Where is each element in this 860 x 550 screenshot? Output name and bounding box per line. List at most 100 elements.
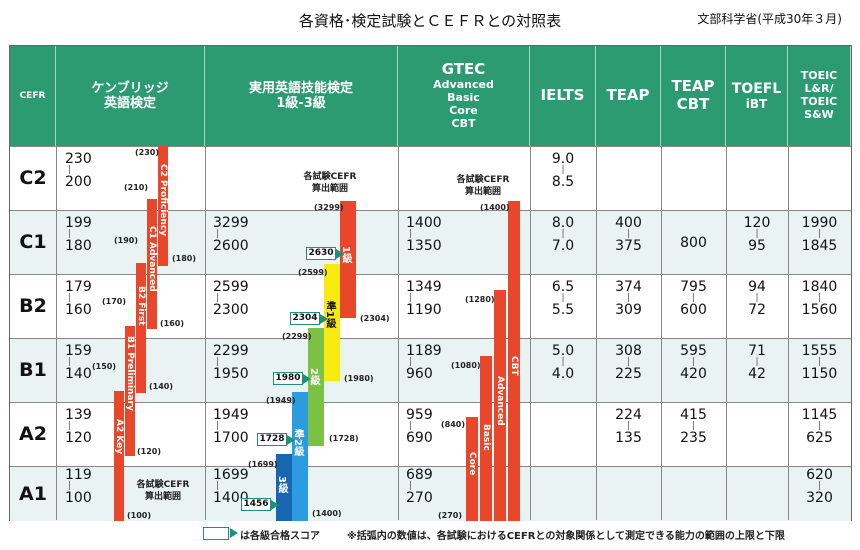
bar-cambridge-a2-key	[114, 391, 124, 521]
eiken-range: 2599 | 2300	[213, 279, 249, 318]
pass-score-grade-1: 2630	[306, 247, 344, 260]
header-ielts: IELTS	[530, 46, 596, 146]
bar-label-b2-first: B2 First	[136, 286, 146, 326]
bar-eiken-pre-1	[324, 264, 340, 381]
bar-label-cbt: CBT	[509, 356, 519, 376]
chart-subtitle: 文部科学省(平成30年３月)	[697, 12, 842, 26]
bound-label: (1280)	[465, 295, 495, 304]
teap-cbt-range: 415 | 235	[680, 407, 707, 446]
header-eiken: 実用英語技能検定 1級-3級	[205, 46, 398, 146]
bound-label: (180)	[172, 254, 197, 263]
bar-eiken-pre-2	[292, 392, 308, 521]
bar-label-c1-advanced: C1 Advanced	[147, 226, 157, 292]
col-divider	[56, 146, 57, 520]
bound-label: (1080)	[451, 361, 481, 370]
level-c2: C2	[19, 167, 47, 189]
bound-label: (120)	[137, 447, 162, 456]
toeic-range: 1840 | 1560	[801, 279, 838, 318]
bound-label: (1400)	[480, 203, 510, 212]
pass-score-pre-2: 1728	[257, 433, 295, 446]
bound-label: (190)	[114, 236, 139, 245]
cambridge-range: 119 | 100	[65, 467, 92, 506]
level-c1: C1	[19, 231, 47, 253]
bar-gtec-cbt	[508, 201, 520, 521]
bound-label: (230)	[135, 148, 160, 157]
teap-range: 400 | 375	[615, 215, 642, 254]
gtec-range: 1400 | 1350	[406, 215, 442, 254]
teap-range: 224 | 135	[615, 407, 642, 446]
chart-title: 各資格･検定試験とＣＥＦＲとの対照表	[298, 12, 562, 30]
bound-label: (1400)	[312, 509, 342, 518]
gtec-range: 1349 | 1190	[406, 279, 442, 318]
bar-label-grade-2: 2級	[308, 368, 319, 385]
header-cambridge: ケンブリッジ 英語検定	[56, 46, 205, 146]
cefr-table: CEFR ケンブリッジ 英語検定 実用英語技能検定 1級-3級 GTEC Adv…	[9, 45, 852, 521]
eiken-range: 1699 | 1400	[213, 467, 249, 506]
bound-label: (3299)	[314, 203, 344, 212]
cambridge-range: 139 | 120	[65, 407, 92, 446]
bar-cambridge-b1-preliminary	[125, 326, 135, 456]
bound-label: (1980)	[344, 374, 374, 383]
toefl-range: 71 | 42	[748, 343, 766, 382]
gtec-range: 689 | 270	[406, 467, 433, 506]
teap-cbt-value: 800	[680, 235, 707, 251]
ielts-range: 5.0 | 4.0	[551, 343, 575, 382]
cambridge-range: 179 | 160	[65, 279, 92, 318]
footer-legend: は各級合格スコア	[240, 531, 320, 542]
row-b1	[10, 338, 851, 402]
header-toeic: TOEIC L&R/ TOEIC S&W	[788, 46, 851, 146]
bar-eiken-grade-1	[340, 201, 356, 318]
level-a2: A2	[19, 423, 47, 445]
teap-range: 374 | 309	[615, 279, 642, 318]
col-divider	[530, 146, 531, 520]
eiken-range: 3299 | 2600	[213, 215, 249, 254]
header-teap-cbt: TEAP CBT	[661, 46, 726, 146]
bar-label-grade-3: 3級	[276, 476, 287, 493]
bound-label: (1728)	[329, 434, 359, 443]
header-gtec: GTEC Advanced Basic Core CBT	[398, 46, 530, 146]
bound-label: (140)	[149, 382, 174, 391]
teap-cbt-range: 595 | 420	[680, 343, 707, 382]
header-teap: TEAP	[596, 46, 661, 146]
range-note: 各試験CEFR 算出範囲	[303, 172, 357, 194]
range-note: 各試験CEFR 算出範囲	[456, 175, 510, 197]
bound-label: (210)	[124, 183, 149, 192]
bar-label-pre-1: 準1級	[324, 301, 335, 328]
level-a1: A1	[19, 482, 47, 505]
toeic-range: 1555 | 1150	[801, 343, 838, 382]
bound-label: (150)	[92, 362, 117, 371]
toeic-range: 620 | 320	[806, 467, 833, 506]
row-a2	[10, 402, 851, 466]
gtec-range: 959 | 690	[406, 407, 433, 446]
bar-label-pre-2: 準2級	[292, 429, 303, 456]
bound-label: (2304)	[360, 314, 390, 323]
pass-score-grade-2: 1980	[273, 372, 311, 385]
range-note: 各試験CEFR 算出範囲	[136, 480, 190, 502]
bound-label: (1699)	[248, 460, 278, 469]
eiken-range: 2299 | 1950	[213, 343, 249, 382]
bound-label: (1949)	[266, 396, 296, 405]
ielts-range: 6.5 | 5.5	[551, 279, 575, 318]
bound-label: (270)	[438, 511, 463, 520]
level-b2: B2	[19, 295, 47, 317]
bar-cambridge-c2-proficiency	[158, 146, 168, 266]
gtec-range: 1189 | 960	[406, 343, 442, 382]
col-divider	[398, 146, 399, 520]
bar-label-a2-key: A2 Key	[114, 419, 124, 455]
cambridge-range: 159 | 140	[65, 343, 92, 382]
row-b2	[10, 274, 851, 338]
bar-eiken-grade-3	[276, 454, 292, 521]
eiken-range: 1949 | 1700	[213, 407, 249, 446]
teap-range: 308 | 225	[615, 343, 642, 382]
bound-label: (2299)	[282, 332, 312, 341]
header-cefr: CEFR	[10, 46, 56, 146]
col-divider	[596, 146, 597, 520]
level-b1: B1	[19, 359, 47, 381]
cambridge-range: 199 | 180	[65, 215, 92, 254]
col-divider	[726, 146, 727, 520]
pass-score-legend-icon	[203, 527, 238, 540]
toeic-range: 1990 | 1845	[801, 215, 838, 254]
footer-note: ※括弧内の数値は、各試験におけるCEFRとの対象関係として測定できる能力の範囲の…	[347, 531, 785, 542]
bar-eiken-grade-2	[308, 328, 324, 446]
teap-cbt-range: 795 | 600	[680, 279, 707, 318]
